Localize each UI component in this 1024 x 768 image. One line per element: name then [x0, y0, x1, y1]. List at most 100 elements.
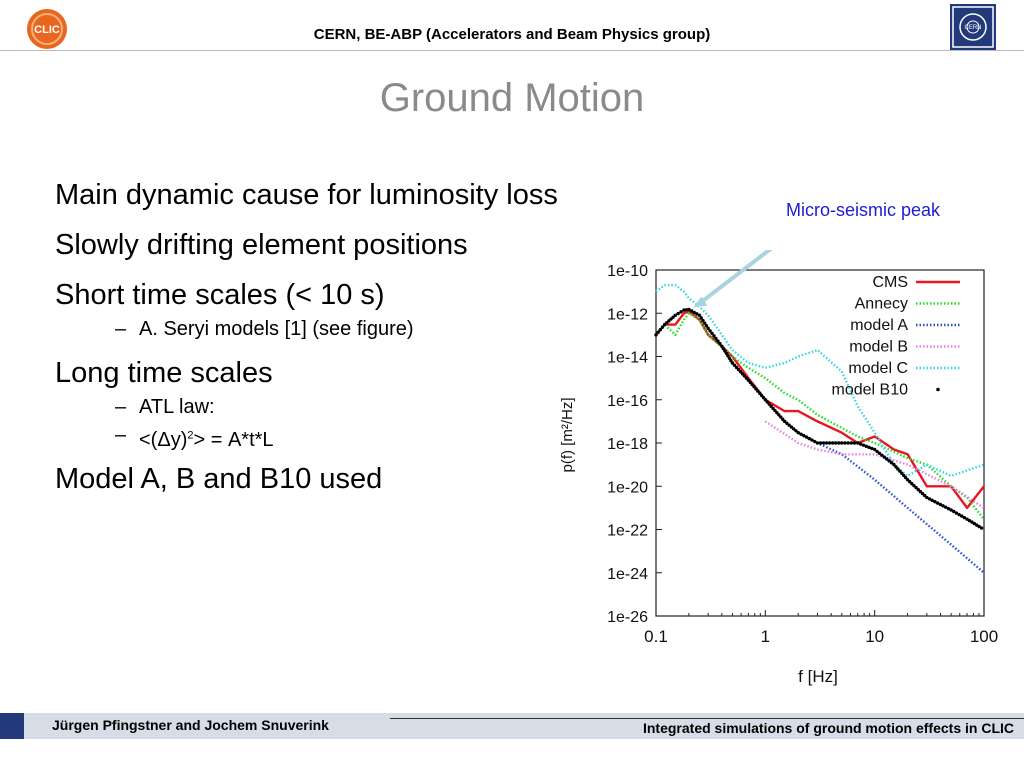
footer-authors: Jürgen Pfingstner and Jochem Snuverink — [52, 717, 329, 733]
series-line-model-b — [764, 420, 985, 509]
series-point-model-b10 — [918, 489, 923, 494]
series-point-model-b10 — [900, 471, 904, 475]
series-point-model-b10 — [908, 480, 912, 484]
series-line-cms — [655, 310, 985, 510]
y-tick-label: 1e-26 — [607, 609, 648, 626]
series-line-annecy — [655, 312, 985, 520]
bullet-list: Main dynamic cause for luminosity loss S… — [55, 170, 675, 504]
y-tick-label: 1e-16 — [607, 393, 648, 410]
chart-series — [654, 283, 985, 574]
series-point-model-b10 — [905, 478, 910, 482]
annotation-arrow-head — [693, 296, 708, 308]
series-point-model-b10 — [861, 443, 866, 447]
series-point-model-b10 — [952, 509, 956, 514]
series-point-model-b10 — [910, 481, 914, 486]
series-point-model-b10 — [697, 313, 702, 318]
series-point-model-b10 — [938, 502, 943, 507]
annotation-arrow — [693, 250, 773, 308]
y-tick-label: 1e-24 — [607, 566, 648, 583]
series-point-model-b10 — [849, 441, 854, 445]
series-point-model-b10 — [787, 423, 791, 427]
series-point-model-b10 — [957, 512, 961, 517]
series-point-model-b10 — [843, 441, 847, 445]
series-point-model-b10 — [789, 425, 794, 429]
series-point-model-b10 — [710, 331, 714, 336]
y-tick-label: 1e-12 — [607, 306, 648, 323]
slide-footer: Jürgen Pfingstner and Jochem Snuverink I… — [0, 712, 1024, 742]
series-point-model-b10 — [867, 445, 871, 450]
series-point-model-b10 — [796, 430, 800, 435]
series-point-model-b10 — [716, 339, 720, 343]
y-tick-label: 1e-14 — [607, 350, 648, 367]
chart-ticks: 1e-10 1e-12 1e-14 1e-16 1e-18 1e-20 1e-22 1e-24… — [607, 263, 998, 646]
header-divider — [0, 50, 1024, 51]
bullet-item: Model A, B and B10 used — [55, 463, 383, 495]
series-point-model-b10 — [794, 429, 798, 433]
atl-formula: <(Δy)2> = A*t*L — [117, 429, 274, 451]
header-title: CERN, BE-ABP (Accelerators and Beam Phys… — [313, 26, 711, 43]
x-tick-label: 0.1 — [644, 627, 668, 646]
series-point-model-b10 — [791, 427, 796, 431]
series-point-model-b10 — [692, 310, 696, 315]
series-point-model-b10 — [914, 485, 918, 490]
series-point-model-b10 — [901, 473, 906, 478]
formula-part: <(Δy) — [139, 428, 188, 451]
series-point-model-b10 — [846, 441, 850, 445]
series-point-model-b10 — [689, 309, 694, 313]
series-point-model-b10 — [807, 436, 811, 441]
series-point-model-b10 — [714, 336, 718, 341]
clic-logo: CLIC — [27, 9, 67, 49]
legend-label: model C — [848, 360, 908, 377]
series-point-model-b10 — [821, 441, 826, 445]
series-point-model-b10 — [935, 501, 940, 505]
series-point-model-b10 — [785, 421, 789, 425]
series-point-model-b10 — [673, 313, 677, 318]
legend-label: model B10 — [832, 382, 909, 399]
series-point-model-b10 — [892, 462, 896, 467]
clic-logo-text: CLIC — [34, 24, 60, 36]
sub-bullet-item: – <(Δy)2> = A*t*L — [55, 420, 675, 451]
series-point-model-b10 — [920, 491, 925, 496]
series-point-model-b10 — [782, 419, 787, 424]
series-point-model-b10 — [699, 316, 703, 320]
series-point-model-b10 — [701, 318, 705, 323]
slide-header: CLIC CERN, BE-ABP (Accelerators and Beam… — [0, 0, 1024, 56]
series-point-model-b10 — [712, 334, 716, 338]
series-point-model-b10 — [856, 441, 860, 445]
sub-bullet-text: A. Seryi models [1] (see figure) — [139, 318, 414, 340]
bullet-item: Slowly drifting element positions — [55, 229, 468, 261]
legend-swatch — [936, 387, 940, 392]
footer-divider — [390, 718, 1024, 719]
sub-bullet-dash: – — [115, 318, 127, 340]
series-point-model-b10 — [706, 326, 710, 331]
bullet-item: Long time scales — [55, 357, 273, 389]
series-point-model-b10 — [708, 329, 712, 333]
series-point-model-b10 — [740, 372, 745, 376]
chart-legend: CMS Annecy model A model B model C model B10 — [832, 274, 960, 399]
series-point-model-b10 — [833, 441, 838, 445]
cern-logo-text: CERN — [964, 25, 981, 31]
series-point-model-b10 — [949, 508, 953, 512]
series-point-model-b10 — [889, 461, 894, 465]
annotation-arrow-shaft — [698, 250, 773, 306]
series-point-model-b10 — [660, 325, 665, 329]
sub-bullet-item: – A. Seryi models [1] (see figure) — [55, 314, 675, 344]
series-point-model-b10 — [802, 433, 806, 438]
series-point-model-b10 — [933, 499, 937, 504]
cern-logo: CERN — [950, 4, 996, 50]
series-point-model-b10 — [922, 493, 927, 498]
series-point-model-b10 — [941, 504, 945, 508]
series-point-model-b10 — [903, 475, 908, 480]
series-point-model-b10 — [898, 469, 902, 473]
series-point-model-b10 — [880, 453, 884, 457]
series-point-model-b10 — [830, 441, 835, 445]
series-point-model-b10 — [882, 455, 886, 459]
series-point-model-b10 — [736, 367, 741, 372]
series-point-model-b10 — [654, 333, 658, 337]
series-point-model-b10 — [858, 442, 863, 446]
series-point-model-b10 — [734, 365, 739, 370]
series-point-model-b10 — [656, 330, 660, 334]
series-point-model-b10 — [804, 435, 809, 439]
series-point-model-b10 — [962, 515, 967, 520]
series-point-model-b10 — [870, 446, 874, 451]
